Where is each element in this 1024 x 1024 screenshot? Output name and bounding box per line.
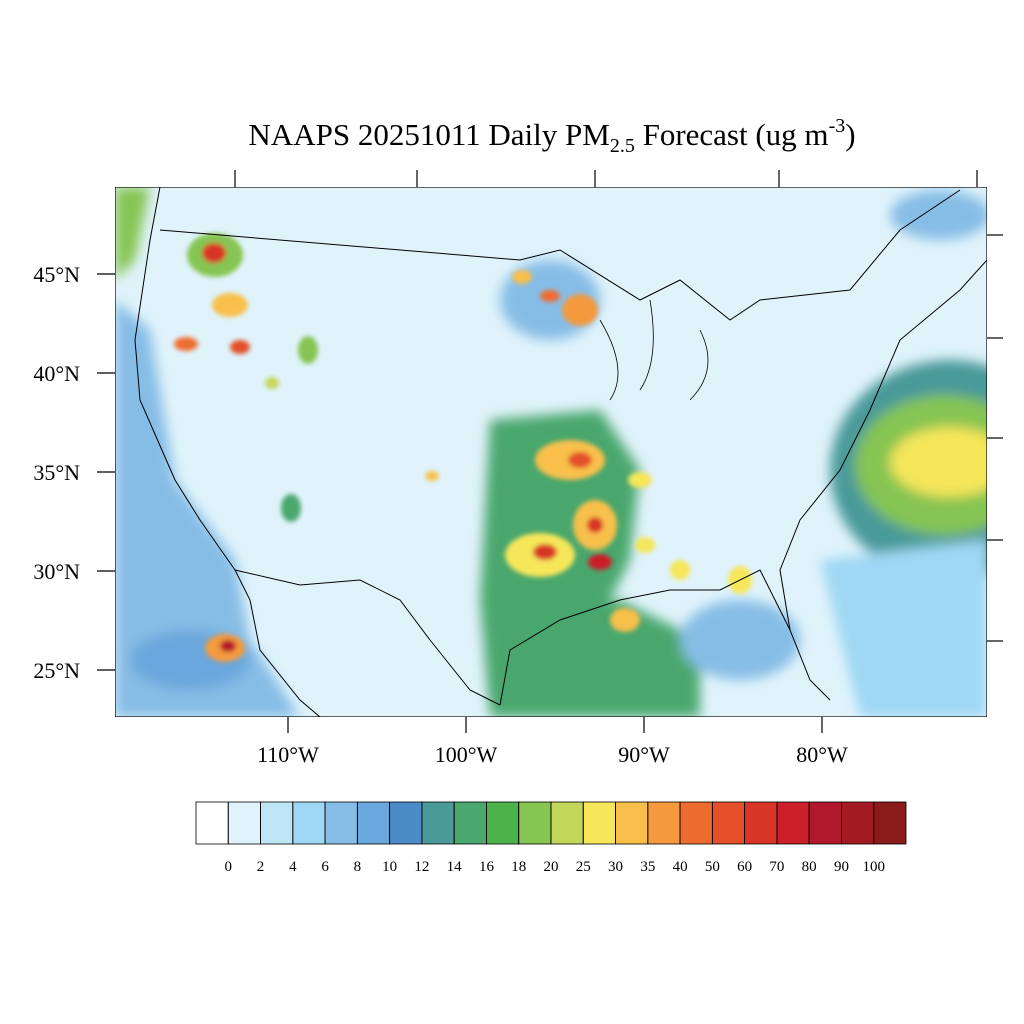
level-label: 6 xyxy=(321,859,329,875)
title-subscript: 2.5 xyxy=(610,135,635,157)
lon-label: 80°W xyxy=(796,742,848,767)
color-box xyxy=(453,801,487,845)
level-label: 14 xyxy=(447,859,463,875)
level-label: 8 xyxy=(354,859,362,875)
lat-label: 45°N xyxy=(33,262,80,287)
level-label: 4 xyxy=(289,859,297,875)
color-box xyxy=(518,801,552,845)
hot-spots xyxy=(174,233,752,662)
color-box xyxy=(679,801,713,845)
lon-label: 110°W xyxy=(257,742,319,767)
lat-label: 30°N xyxy=(33,559,80,584)
level-label: 18 xyxy=(511,859,526,875)
concentration-field xyxy=(115,187,987,717)
level-label: 70 xyxy=(769,859,784,875)
colorbar: 0 2 4 6 8 10 12 14 16 18 20 25 30 35 40 50 60 70 80 90 100 xyxy=(195,801,907,875)
color-box xyxy=(808,801,842,845)
axis-labels: 25°N 30°N 35°N 40°N 45°N 110°W 100°W 90°W 80°W xyxy=(33,262,848,767)
color-box xyxy=(195,801,229,845)
color-box xyxy=(776,801,810,845)
level-label: 0 xyxy=(225,859,233,875)
level-label: 80 xyxy=(802,859,817,875)
level-label: 20 xyxy=(544,859,559,875)
level-label: 25 xyxy=(576,859,591,875)
title-text: NAAPS 20251011 Daily PM xyxy=(248,117,609,152)
color-box xyxy=(873,801,907,845)
lon-label: 90°W xyxy=(618,742,670,767)
color-box xyxy=(711,801,746,845)
boundaries xyxy=(134,187,987,717)
color-box xyxy=(356,801,391,845)
level-label: 100 xyxy=(862,859,885,875)
frame-ticks xyxy=(234,170,1003,642)
color-box xyxy=(615,801,649,845)
lat-label: 25°N xyxy=(33,658,80,683)
color-box xyxy=(389,801,423,845)
title-superscript: -3 xyxy=(829,115,846,137)
level-label: 60 xyxy=(737,859,752,875)
level-label: 16 xyxy=(479,859,495,875)
color-box xyxy=(582,801,616,845)
color-box xyxy=(486,801,520,845)
color-box xyxy=(260,801,294,845)
color-box xyxy=(292,801,326,845)
color-box xyxy=(227,801,261,845)
level-label: 35 xyxy=(640,859,655,875)
level-label: 12 xyxy=(414,859,429,875)
level-label: 50 xyxy=(705,859,720,875)
lon-label: 100°W xyxy=(435,742,498,767)
level-label: 40 xyxy=(673,859,688,875)
title-text: Forecast (ug m xyxy=(635,117,829,152)
title: NAAPS 20251011 Daily PM2.5 Forecast (ug … xyxy=(248,115,855,157)
color-box xyxy=(647,801,681,845)
level-label: 90 xyxy=(834,859,849,875)
lat-label: 40°N xyxy=(33,361,80,386)
level-label: 2 xyxy=(257,859,265,875)
color-box xyxy=(550,801,584,845)
color-box xyxy=(324,801,358,845)
color-box xyxy=(421,801,455,845)
title-text: ) xyxy=(845,117,855,152)
color-box xyxy=(841,801,875,845)
lat-label: 35°N xyxy=(33,460,80,485)
level-label: 30 xyxy=(608,859,623,875)
map xyxy=(115,187,987,717)
level-label: 10 xyxy=(382,859,397,875)
color-box xyxy=(744,801,778,845)
